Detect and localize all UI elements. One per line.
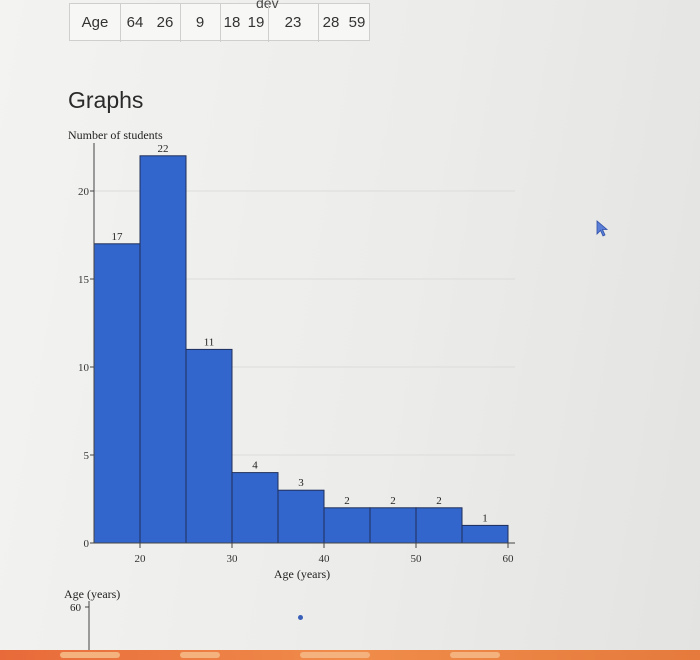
chart-bars bbox=[93, 155, 509, 544]
x-tick-label: 50 bbox=[411, 553, 423, 565]
table-cell: 64 bbox=[126, 14, 144, 31]
table-cell: 28 bbox=[322, 14, 340, 31]
table-cell: 59 bbox=[348, 14, 366, 31]
second-chart-y-title: Age (years) bbox=[64, 587, 120, 601]
table-divider bbox=[268, 4, 269, 42]
taskbar-segment bbox=[60, 652, 120, 658]
y-tick-label: 10 bbox=[78, 362, 90, 374]
y-tick-label: 15 bbox=[78, 274, 90, 286]
bar-value-label: 3 bbox=[298, 477, 304, 489]
histogram-bar bbox=[415, 507, 463, 544]
histogram-bar bbox=[185, 348, 233, 544]
table-divider bbox=[220, 4, 221, 42]
histogram-bar bbox=[369, 507, 417, 544]
age-data-table: dev Age 64 26 9 18 19 23 28 59 bbox=[69, 0, 370, 42]
x-tick-label: 20 bbox=[135, 553, 147, 565]
second-chart-tick-label: 60 bbox=[70, 602, 82, 614]
chart-ticks: 0 5 10 15 20 20 30 40 50 60 bbox=[78, 186, 514, 565]
taskbar-segment bbox=[180, 652, 220, 658]
y-tick-label: 5 bbox=[84, 450, 90, 462]
table-cell: 18 bbox=[223, 14, 241, 31]
table-cell: 23 bbox=[284, 14, 302, 31]
bottom-taskbar-strip bbox=[0, 650, 700, 660]
graphs-heading: Graphs bbox=[68, 87, 144, 113]
table-cell: 9 bbox=[195, 14, 205, 31]
taskbar-segment bbox=[450, 652, 500, 658]
table-cell: 26 bbox=[156, 14, 174, 31]
y-axis-title: Number of students bbox=[68, 128, 163, 142]
bar-value-label: 4 bbox=[252, 460, 258, 472]
x-axis-title: Age (years) bbox=[274, 567, 330, 581]
histogram-bar bbox=[139, 155, 187, 544]
histogram-bar bbox=[231, 472, 279, 544]
bar-value-label: 2 bbox=[436, 495, 442, 507]
mouse-cursor-icon bbox=[596, 220, 609, 237]
x-tick-label: 40 bbox=[319, 553, 331, 565]
table-row-label: Age bbox=[81, 14, 109, 31]
chart-axes bbox=[93, 143, 515, 544]
taskbar-segment bbox=[300, 652, 370, 658]
bar-value-label: 1 bbox=[482, 512, 488, 524]
table-divider bbox=[120, 4, 121, 42]
y-tick-label: 0 bbox=[84, 538, 90, 550]
histogram-bar bbox=[323, 507, 371, 544]
bar-value-label: 11 bbox=[204, 336, 215, 348]
x-tick-label: 30 bbox=[227, 553, 239, 565]
histogram-bar bbox=[461, 524, 509, 544]
table-divider bbox=[180, 4, 181, 42]
bar-value-label: 17 bbox=[112, 231, 124, 243]
table-divider bbox=[318, 4, 319, 42]
x-tick-label: 60 bbox=[503, 553, 515, 565]
bar-value-label: 2 bbox=[344, 495, 350, 507]
bar-value-label: 2 bbox=[390, 495, 396, 507]
table-dev-label: dev bbox=[256, 0, 279, 11]
y-tick-label: 20 bbox=[78, 186, 90, 198]
bullet-dot bbox=[298, 615, 303, 620]
bar-value-label: 22 bbox=[158, 143, 169, 155]
histogram-bar bbox=[93, 243, 141, 544]
table-cell: 19 bbox=[247, 14, 265, 31]
histogram-bar bbox=[277, 489, 325, 544]
